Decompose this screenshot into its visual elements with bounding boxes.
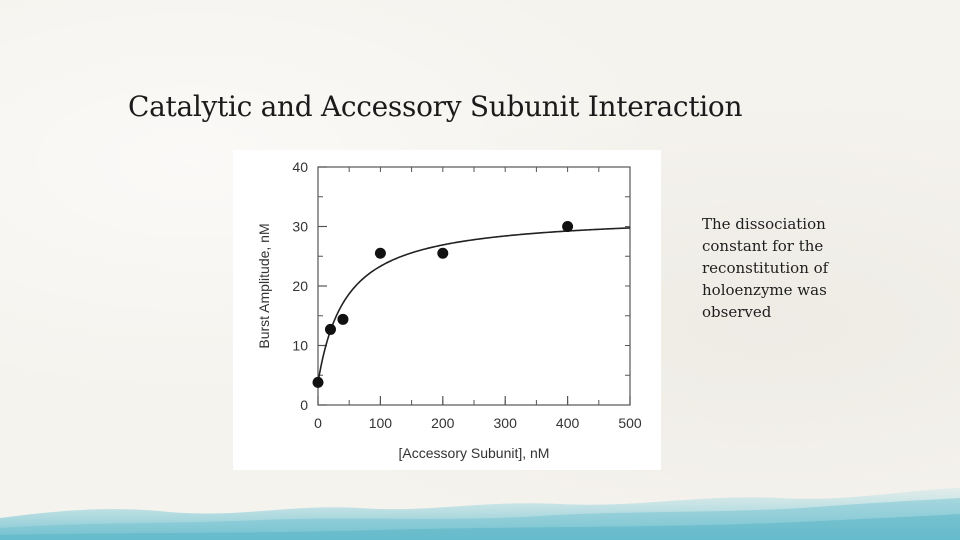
x-axis-label: [Accessory Subunit], nM: [399, 445, 550, 461]
watercolor-wash-decoration: [0, 488, 960, 540]
x-tick-label: 300: [494, 415, 518, 431]
data-point: [562, 221, 574, 232]
x-tick-label: 100: [369, 415, 393, 431]
x-tick-label: 400: [556, 415, 580, 431]
slide-title: Catalytic and Accessory Subunit Interact…: [128, 90, 743, 123]
side-note: The dissociation constant for the recons…: [702, 215, 829, 321]
y-tick-label: 30: [292, 219, 308, 235]
fit-curve: [317, 227, 631, 383]
x-tick-label: 500: [618, 415, 642, 431]
data-point: [324, 323, 336, 335]
figure-panel: 0 100 200 300 400 500 0 10 20 30 40 [Accessory Sub…: [233, 150, 661, 470]
x-tick-label: 0: [314, 415, 322, 431]
y-tick-label: 0: [300, 397, 308, 413]
y-axis-label: Burst Amplitude, nM: [256, 223, 272, 348]
data-point: [437, 247, 449, 259]
burst-amplitude-chart: 0 100 200 300 400 500 0 10 20 30 40 [Accessory Sub…: [256, 159, 642, 461]
y-tick-label: 20: [292, 278, 308, 294]
x-tick-label: 200: [431, 415, 455, 431]
y-tick-label: 10: [292, 338, 308, 354]
y-tick-label: 40: [292, 159, 308, 175]
data-point: [337, 313, 349, 325]
data-point: [374, 247, 386, 259]
data-point: [312, 376, 324, 388]
plot-frame: [317, 166, 631, 406]
